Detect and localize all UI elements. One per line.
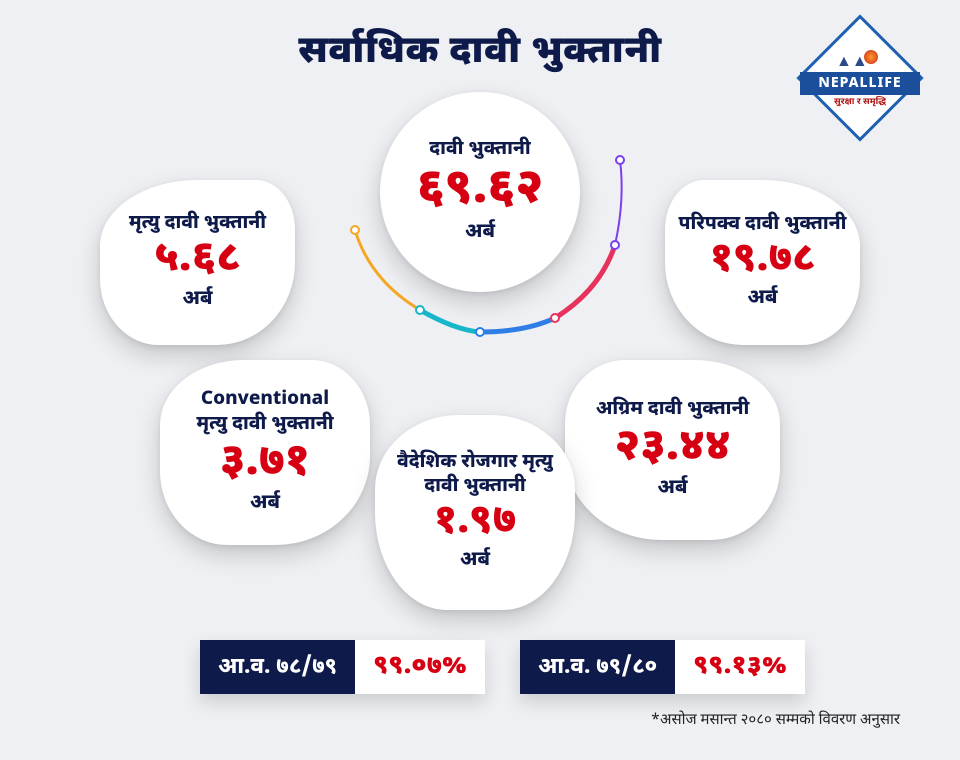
- infographic-root: सर्वाधिक दावी भुक्तानी ▲▲ NEPALLIFE सुरक…: [0, 0, 960, 760]
- logo-mountain-icon: ▲▲: [836, 52, 868, 73]
- card-label-en: Conventional: [201, 388, 329, 412]
- card-unit: अर्ब: [657, 476, 687, 502]
- card-advance-claim: अग्रिम दावी भुक्तानी २३.४४ अर्ब: [565, 360, 780, 540]
- stat-label: आ.व. ७९/८०: [520, 640, 675, 694]
- card-unit: अर्ब: [182, 287, 212, 313]
- card-value: १.९७: [434, 502, 516, 544]
- stat-bar-fy-78-79: आ.व. ७८/७९ ९९.०७%: [200, 640, 485, 694]
- card-death-claim: मृत्यु दावी भुक्तानी ५.६८ अर्ब: [100, 180, 295, 345]
- footnote: *असोज मसान्त २०८० सम्मको विवरण अनुसार: [651, 712, 900, 731]
- card-unit: अर्ब: [747, 286, 777, 312]
- logo-brand-text: NEPALLIFE: [800, 72, 920, 95]
- card-value: २३.४४: [614, 426, 730, 472]
- card-maturity-claim: परिपक्व दावी भुक्तानी १९.७८ अर्ब: [665, 180, 860, 345]
- card-unit: अर्ब: [250, 491, 280, 517]
- stat-label: आ.व. ७८/७९: [200, 640, 355, 694]
- card-label: अग्रिम दावी भुक्तानी: [596, 398, 750, 422]
- logo-tagline: सुरक्षा र समृद्धि: [800, 96, 920, 108]
- card-label: परिपक्व दावी भुक्तानी: [679, 213, 847, 237]
- card-foreign-employment-death-claim: वैदेशिक रोजगार मृत्यु दावी भुक्तानी १.९७…: [375, 415, 575, 610]
- card-conventional-death-claim: Conventional मृत्यु दावी भुक्तानी ३.७१ अ…: [160, 360, 370, 545]
- card-unit: अर्ब: [460, 548, 490, 574]
- card-total-claim: दावी भुक्तानी ६९.६२ अर्ब: [380, 92, 580, 292]
- card-value: ३.७१: [220, 441, 310, 487]
- card-value: १९.७८: [710, 240, 816, 282]
- card-label: मृत्यु दावी भुक्तानी: [129, 212, 266, 236]
- card-unit: अर्ब: [465, 220, 495, 246]
- card-label: वैदेशिक रोजगार मृत्यु दावी भुक्तानी: [385, 451, 565, 499]
- stat-percent: ९९.०७%: [355, 640, 485, 694]
- card-label: मृत्यु दावी भुक्तानी: [196, 413, 333, 437]
- brand-logo: ▲▲ NEPALLIFE सुरक्षा र समृद्धि: [800, 18, 920, 138]
- card-value: ६९.६२: [417, 166, 544, 216]
- stat-percent: ९९.१३%: [675, 640, 805, 694]
- stat-bar-fy-79-80: आ.व. ७९/८० ९९.१३%: [520, 640, 805, 694]
- card-value: ५.६८: [154, 239, 240, 283]
